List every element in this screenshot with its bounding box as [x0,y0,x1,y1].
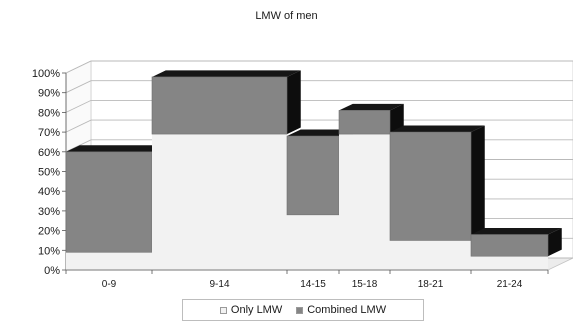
legend-item-combined-lmw: Combined LMW [296,304,386,316]
bar-only-lmw [471,256,548,270]
legend-item-only-lmw: Only LMW [219,304,283,316]
x-tick-label: 14-15 [300,279,326,290]
y-tick-label: 50% [38,167,60,179]
chart-title: LMW of men [255,10,318,22]
y-tick-label: 10% [38,245,60,257]
y-tick-label: 40% [38,186,60,198]
bar-combined-lmw [151,76,288,135]
y-tick-label: 20% [38,226,60,238]
y-tick-label: 100% [32,68,60,80]
bar-only-lmw [66,252,152,270]
y-axis: 0% 10% 20% 30% 40% 50% 60% 70% 80% 90% 100% [32,68,67,277]
gridline [65,119,573,133]
x-axis: 0-9 9-14 14-15 15-18 18-21 21-24 [65,269,549,290]
legend: Only LMW Combined LMW [182,299,424,321]
bar-only-lmw [339,134,390,270]
bar-side-face [548,227,562,257]
y-tick-label: 30% [38,206,60,218]
y-tick-label: 0% [44,265,60,277]
bar-combined-lmw [65,151,153,253]
x-tick-label: 18-21 [418,279,444,290]
bar-side-face [471,125,485,241]
legend-label-combined-lmw: Combined LMW [307,304,387,316]
bar-top-face [66,145,166,152]
x-tick-label: 0-9 [102,279,117,290]
gridline [65,80,573,94]
legend-swatch-combined-lmw [296,306,304,314]
bar-top-face [390,125,485,133]
y-tick-label: 90% [38,88,60,100]
bar-combined-lmw [338,110,391,135]
x-tick-label: 15-18 [352,279,378,290]
chart-bars [65,70,562,270]
x-tick-label: 9-14 [209,279,229,290]
bar-combined-lmw [286,135,340,216]
bar-side-face [390,103,404,135]
legend-label-only-lmw: Only LMW [230,304,283,316]
bar-top-face [287,129,353,137]
y-tick-label: 70% [38,127,60,139]
legend-swatch-only-lmw [219,306,227,314]
y-tick-label: 80% [38,107,60,119]
bar-top-face [339,103,404,111]
bar-combined-lmw [389,131,472,241]
bar-top-face [471,227,562,235]
bar-only-lmw [152,134,287,270]
bar-only-lmw [390,240,471,270]
x-tick-label: 21-24 [497,279,523,290]
y-tick-label: 60% [38,147,60,159]
bar-side-face [287,70,301,135]
bar-only-lmw [287,214,339,270]
gridline [65,60,573,74]
gridline [65,99,573,113]
bar-combined-lmw [470,234,549,257]
bar-top-face [152,70,301,77]
